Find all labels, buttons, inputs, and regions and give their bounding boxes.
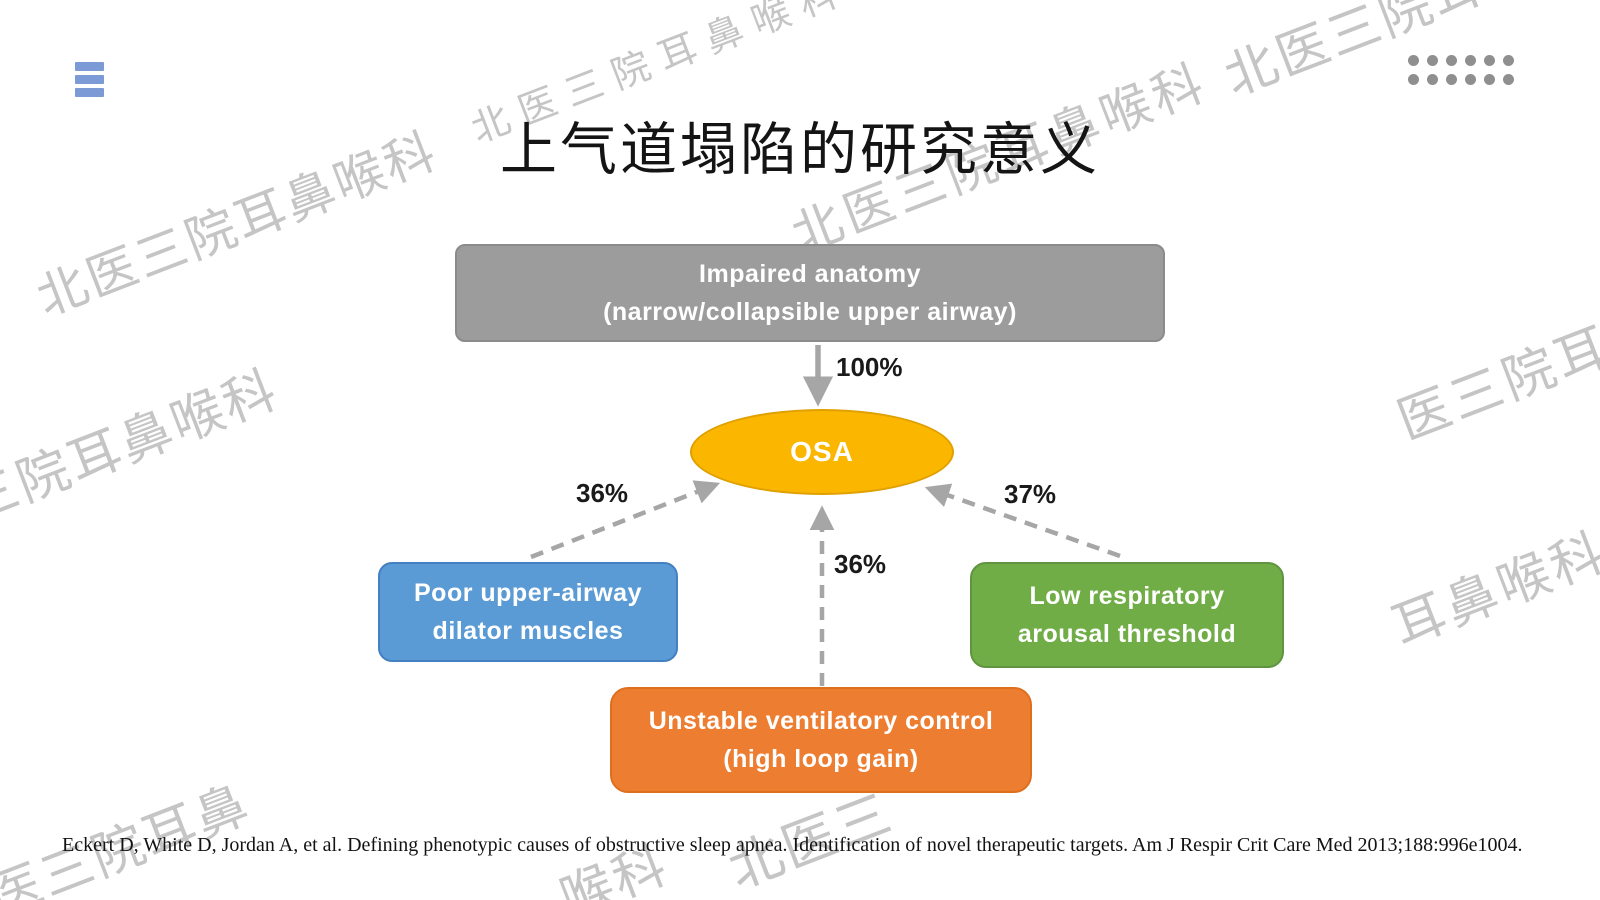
node-line: Impaired anatomy [699,260,921,288]
node-line: (narrow/collapsible upper airway) [603,298,1017,326]
grid-dot [1408,74,1419,85]
edge-label-37pct-right: 37% [1004,479,1057,509]
node-line: dilator muscles [432,617,624,645]
grid-dot [1427,74,1438,85]
node-line: Unstable ventilatory control [648,707,994,735]
node-osa-ellipse: OSA [690,409,954,495]
grid-dot [1484,74,1495,85]
arrow-muscles-to-osa [530,480,721,560]
node-poor-dilator-muscles: Poor upper-airway dilator muscles [378,562,678,662]
slide-title: 上气道塌陷的研究意义 [500,119,1100,182]
grid-dot [1503,74,1514,85]
hamburger-bar [75,62,104,71]
edge-label-100pct: 100% [836,352,903,382]
grid-dot [1446,74,1457,85]
citation-text: Eckert D, White D, Jordan A, et al. Defi… [62,834,1523,856]
node-line: OSA [790,436,854,467]
node-line: arousal threshold [1017,620,1237,648]
grid-dot [1503,55,1514,66]
node-line: (high loop gain) [723,745,919,773]
grid-dot [1427,55,1438,66]
node-line: Poor upper-airway [414,579,642,607]
node-low-arousal-threshold: Low respiratory arousal threshold [970,562,1284,668]
grid-dot [1484,55,1495,66]
node-unstable-ventilatory-control: Unstable ventilatory control (high loop … [610,687,1032,793]
arrow-arousal-to-osa [924,483,1121,559]
edge-label-36pct-left: 36% [576,478,629,508]
hamburger-bar [75,75,104,84]
grid-dot [1408,55,1419,66]
hamburger-bar [75,88,104,97]
node-line: Low respiratory [1029,582,1225,610]
node-impaired-anatomy: Impaired anatomy (narrow/collapsible upp… [455,244,1165,342]
hamburger-menu-icon[interactable] [75,62,104,101]
edge-label-36pct-middle: 36% [834,549,887,579]
apps-grid-icon[interactable] [1408,55,1514,85]
grid-dot [1465,74,1476,85]
grid-dot [1446,55,1457,66]
grid-dot [1465,55,1476,66]
